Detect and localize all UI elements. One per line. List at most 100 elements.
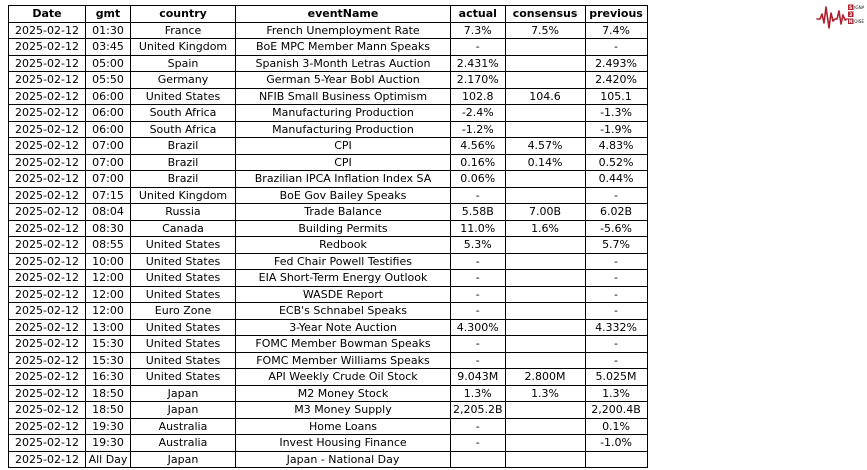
- cell-previous: [584, 450, 648, 468]
- cell-date: 2025-02-12: [8, 54, 86, 72]
- cell-event-name: Fed Chair Powell Testifies: [235, 252, 451, 270]
- table-row: 2025-02-12 07:15 United Kingdom BoE Gov Bai…: [8, 186, 648, 204]
- cell-consensus: [504, 38, 586, 56]
- cell-date: 2025-02-12: [8, 87, 86, 105]
- cell-date: 2025-02-12: [8, 335, 86, 353]
- cell-previous: 5.7%: [584, 236, 648, 254]
- cell-consensus: [504, 417, 586, 435]
- cell-consensus: [504, 434, 586, 452]
- cell-country: South Africa: [130, 120, 236, 138]
- logo-wordmark: S IGNAL 2 N OISE: [848, 4, 864, 25]
- cell-previous: -: [584, 351, 648, 369]
- cell-country: France: [130, 21, 236, 39]
- cell-actual: 4.300%: [450, 318, 506, 336]
- heartbeat-icon: [816, 6, 848, 29]
- cell-country: United States: [130, 269, 236, 287]
- cell-gmt: 06:00: [85, 104, 131, 122]
- cell-consensus: 104.6: [504, 87, 586, 105]
- cell-event-name: Manufacturing Production: [235, 120, 451, 138]
- cell-consensus: [504, 351, 586, 369]
- cell-country: United States: [130, 87, 236, 105]
- cell-previous: 7.4%: [584, 21, 648, 39]
- cell-previous: 4.332%: [584, 318, 648, 336]
- cell-actual: 2,205.2B: [450, 401, 506, 419]
- cell-gmt: 16:30: [85, 368, 131, 386]
- cell-actual: -: [450, 302, 506, 320]
- cell-event-name: Redbook: [235, 236, 451, 254]
- cell-previous: 4.83%: [584, 137, 648, 155]
- cell-country: Russia: [130, 203, 236, 221]
- cell-date: 2025-02-12: [8, 203, 86, 221]
- table-row: 2025-02-12 08:04 Russia Trade Balance 5.58B 7…: [8, 203, 648, 221]
- table-row: 2025-02-12 07:00 Brazil Brazilian IPCA Infl…: [8, 170, 648, 188]
- cell-event-name: NFIB Small Business Optimism: [235, 87, 451, 105]
- cell-date: 2025-02-12: [8, 434, 86, 452]
- header-row: Date gmt country eventName actual consensus pr…: [8, 5, 648, 23]
- cell-date: 2025-02-12: [8, 137, 86, 155]
- svg-text:IGNAL: IGNAL: [854, 5, 864, 10]
- cell-previous: -: [584, 285, 648, 303]
- cell-event-name: API Weekly Crude Oil Stock: [235, 368, 451, 386]
- cell-gmt: 15:30: [85, 351, 131, 369]
- cell-actual: -: [450, 417, 506, 435]
- cell-previous: 2.493%: [584, 54, 648, 72]
- cell-gmt: 06:00: [85, 87, 131, 105]
- table-row: 2025-02-12 07:00 Brazil CPI 0.16% 0.14% 0.52%: [8, 153, 648, 171]
- cell-previous: 1.3%: [584, 384, 648, 402]
- cell-date: 2025-02-12: [8, 170, 86, 188]
- cell-date: 2025-02-12: [8, 450, 86, 468]
- cell-gmt: 18:50: [85, 384, 131, 402]
- column-header-previous: previous: [584, 5, 648, 23]
- table-row: 2025-02-12 06:00 South Africa Manufacturing…: [8, 104, 648, 122]
- cell-date: 2025-02-12: [8, 71, 86, 89]
- cell-gmt: 07:00: [85, 153, 131, 171]
- cell-actual: -: [450, 269, 506, 287]
- cell-consensus: [504, 54, 586, 72]
- cell-date: 2025-02-12: [8, 351, 86, 369]
- cell-consensus: [504, 252, 586, 270]
- cell-consensus: [504, 450, 586, 468]
- table-body: 2025-02-12 01:30 France French Unemployment…: [8, 21, 648, 468]
- cell-country: Japan: [130, 401, 236, 419]
- table-row: 2025-02-12 07:00 Brazil CPI 4.56% 4.57% 4.83%: [8, 137, 648, 155]
- cell-event-name: ECB's Schnabel Speaks: [235, 302, 451, 320]
- cell-country: Euro Zone: [130, 302, 236, 320]
- cell-consensus: [504, 401, 586, 419]
- cell-previous: 2,200.4B: [584, 401, 648, 419]
- cell-country: Japan: [130, 450, 236, 468]
- cell-gmt: 13:00: [85, 318, 131, 336]
- cell-event-name: 3-Year Note Auction: [235, 318, 451, 336]
- cell-date: 2025-02-12: [8, 186, 86, 204]
- table-row: 2025-02-12 01:30 France French Unemployment…: [8, 21, 648, 39]
- economic-calendar-table: Date gmt country eventName actual consensus pr…: [8, 5, 648, 468]
- table-row: 2025-02-12 12:00 Euro Zone ECB's Schnabel S…: [8, 302, 648, 320]
- cell-actual: 0.06%: [450, 170, 506, 188]
- cell-date: 2025-02-12: [8, 120, 86, 138]
- cell-country: Spain: [130, 54, 236, 72]
- svg-text:S: S: [849, 5, 852, 11]
- cell-consensus: [504, 318, 586, 336]
- cell-country: United States: [130, 285, 236, 303]
- cell-event-name: Spanish 3-Month Letras Auction: [235, 54, 451, 72]
- cell-country: United States: [130, 236, 236, 254]
- cell-date: 2025-02-12: [8, 401, 86, 419]
- cell-country: South Africa: [130, 104, 236, 122]
- table-row: 2025-02-12 16:30 United States API Weekly C…: [8, 368, 648, 386]
- cell-actual: -: [450, 38, 506, 56]
- cell-date: 2025-02-12: [8, 236, 86, 254]
- cell-gmt: 10:00: [85, 252, 131, 270]
- cell-event-name: Japan - National Day: [235, 450, 451, 468]
- cell-actual: -2.4%: [450, 104, 506, 122]
- cell-country: Canada: [130, 219, 236, 237]
- cell-date: 2025-02-12: [8, 417, 86, 435]
- column-header-date: Date: [8, 5, 86, 23]
- cell-gmt: 05:50: [85, 71, 131, 89]
- table-row: 2025-02-12 05:50 Germany German 5-Year Bobl…: [8, 71, 648, 89]
- cell-date: 2025-02-12: [8, 153, 86, 171]
- cell-country: Japan: [130, 384, 236, 402]
- cell-country: Australia: [130, 417, 236, 435]
- cell-event-name: FOMC Member Bowman Speaks: [235, 335, 451, 353]
- cell-previous: -1.0%: [584, 434, 648, 452]
- cell-event-name: BoE Gov Bailey Speaks: [235, 186, 451, 204]
